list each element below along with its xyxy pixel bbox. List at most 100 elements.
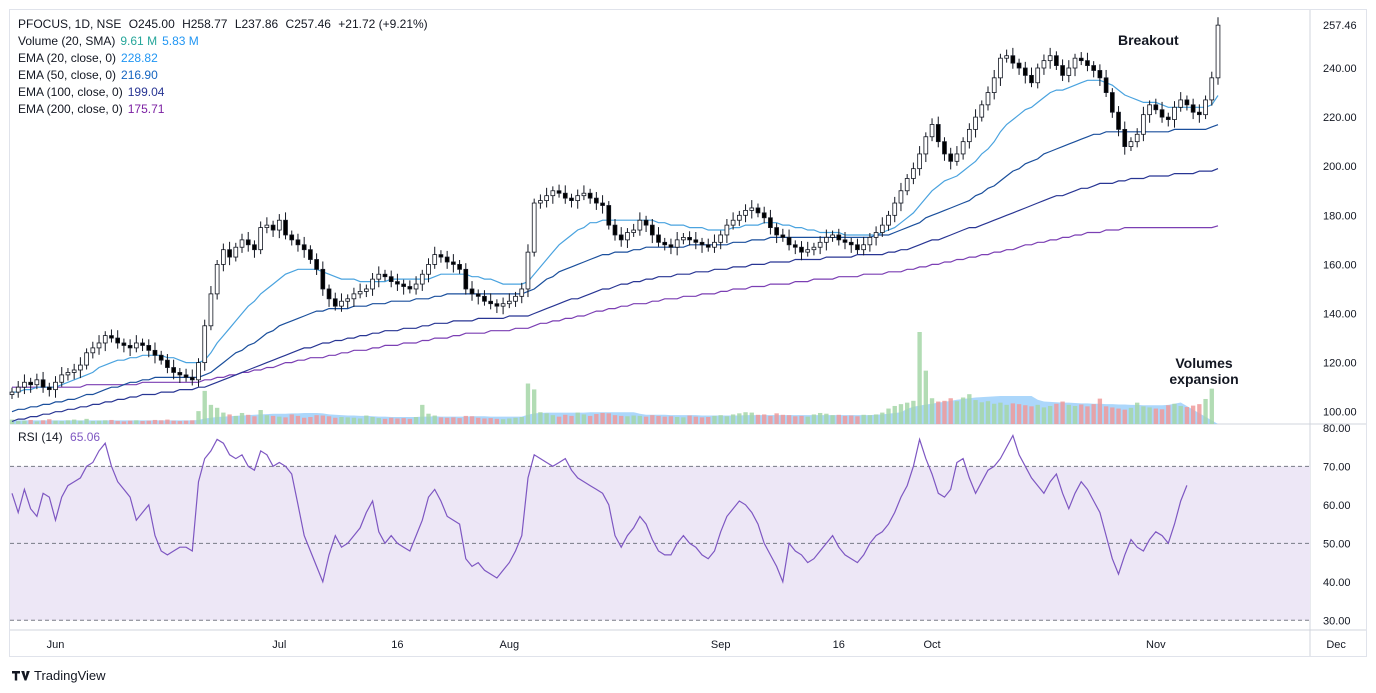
candle-body (581, 192, 587, 197)
indicator-row: Volume (20, SMA) 9.61 M 5.83 M (18, 33, 428, 50)
ema200-line (12, 225, 1219, 388)
volume-bar (1184, 407, 1190, 424)
volume-bar (258, 410, 263, 424)
candle-body (917, 153, 922, 170)
volume-bar (606, 413, 611, 424)
candle-body (904, 178, 910, 192)
volume-bar (563, 414, 568, 424)
candle-body (127, 345, 133, 349)
candle-body (1165, 116, 1171, 120)
candle-body (842, 239, 848, 243)
candle-body (892, 202, 898, 216)
volume-bar (1072, 405, 1078, 424)
candle-body (1209, 77, 1215, 101)
indicator-row: EMA (100, close, 0) 199.04 (18, 84, 428, 101)
volume-bar (109, 419, 114, 424)
volumes-annotation: Volumes expansion (1163, 355, 1245, 387)
candle-body (239, 239, 245, 248)
candle-body (861, 244, 866, 251)
volume-bar (295, 415, 301, 424)
volume-bar (836, 414, 841, 424)
volume-bar (1029, 406, 1034, 424)
volume-bar (233, 415, 238, 424)
candle-body (506, 300, 512, 305)
volume-bar (221, 412, 226, 424)
rsi-tick-label: 80.00 (1323, 423, 1351, 435)
candle-body (339, 300, 344, 307)
candle-body (724, 224, 730, 236)
candle-body (158, 354, 164, 361)
chart-frame (9, 9, 1367, 657)
candle-body (774, 227, 779, 236)
volume-bar (519, 417, 524, 424)
volume-bar (283, 417, 288, 424)
time-tick-label: Sep (711, 639, 731, 651)
indicator-value: 199.04 (127, 85, 165, 99)
volume-bar (587, 415, 593, 424)
candle-body (1078, 57, 1084, 62)
volume-bar (389, 417, 394, 424)
volume-bar (183, 420, 189, 424)
volume-bar (979, 402, 984, 424)
candle-body (15, 386, 21, 393)
candle-body (1072, 57, 1078, 69)
volume-bar (16, 421, 21, 424)
volume-bar (600, 412, 605, 424)
volume-bar (500, 419, 506, 424)
volume-bar (494, 418, 500, 424)
volume-bar (1209, 388, 1214, 424)
volume-bar (942, 400, 947, 424)
candle-body (165, 359, 170, 368)
volume-bar (40, 420, 46, 424)
volume-bar (575, 412, 580, 424)
volume-bar (706, 417, 711, 424)
volume-bar (140, 421, 145, 424)
volume-bar (1085, 406, 1090, 424)
candle-body (973, 116, 978, 130)
volume-bar (127, 420, 133, 424)
volume-bar (594, 414, 599, 424)
volume-bar (1147, 407, 1152, 424)
candle-body (811, 246, 817, 251)
candle-body (1122, 128, 1128, 147)
candle-body (687, 237, 692, 241)
candle-body (177, 372, 183, 376)
candle-body (886, 214, 891, 226)
volume-bar (1166, 405, 1171, 424)
candle-body (308, 249, 313, 260)
candle-body (233, 246, 239, 258)
volume-bar (550, 415, 556, 424)
volume-bar (687, 415, 692, 424)
volume-bar (308, 417, 313, 424)
volume-bar (196, 411, 201, 424)
candle-body (792, 244, 798, 248)
branding[interactable]: TradingView (12, 668, 106, 683)
volume-bar (538, 412, 543, 424)
volume-bar (65, 420, 71, 424)
candle-body (1141, 114, 1146, 135)
candle-body (1159, 109, 1165, 118)
candle-body (382, 273, 388, 278)
rsi-band (10, 466, 1310, 621)
candle-body (227, 249, 232, 258)
candle-body (189, 376, 195, 381)
volume-bar (71, 419, 77, 424)
candle-body (935, 124, 941, 143)
volume-bar (1097, 398, 1103, 424)
candle-body (451, 261, 456, 265)
volume-bar (619, 415, 624, 424)
indicator-label: Volume (20, SMA) (18, 34, 116, 48)
candle-body (413, 283, 419, 290)
candle-body (252, 244, 257, 251)
volume-bar (345, 417, 350, 424)
indicator-label: EMA (100, close, 0) (18, 85, 123, 99)
candle-body (575, 195, 581, 201)
candle-body (171, 367, 176, 373)
volume-bar (246, 414, 251, 424)
candle-body (9, 391, 15, 395)
volume-bar (674, 417, 680, 424)
indicator-label: EMA (50, close, 0) (18, 68, 117, 82)
price-tick-label: 240.00 (1323, 63, 1357, 75)
candle-body (1010, 55, 1016, 64)
